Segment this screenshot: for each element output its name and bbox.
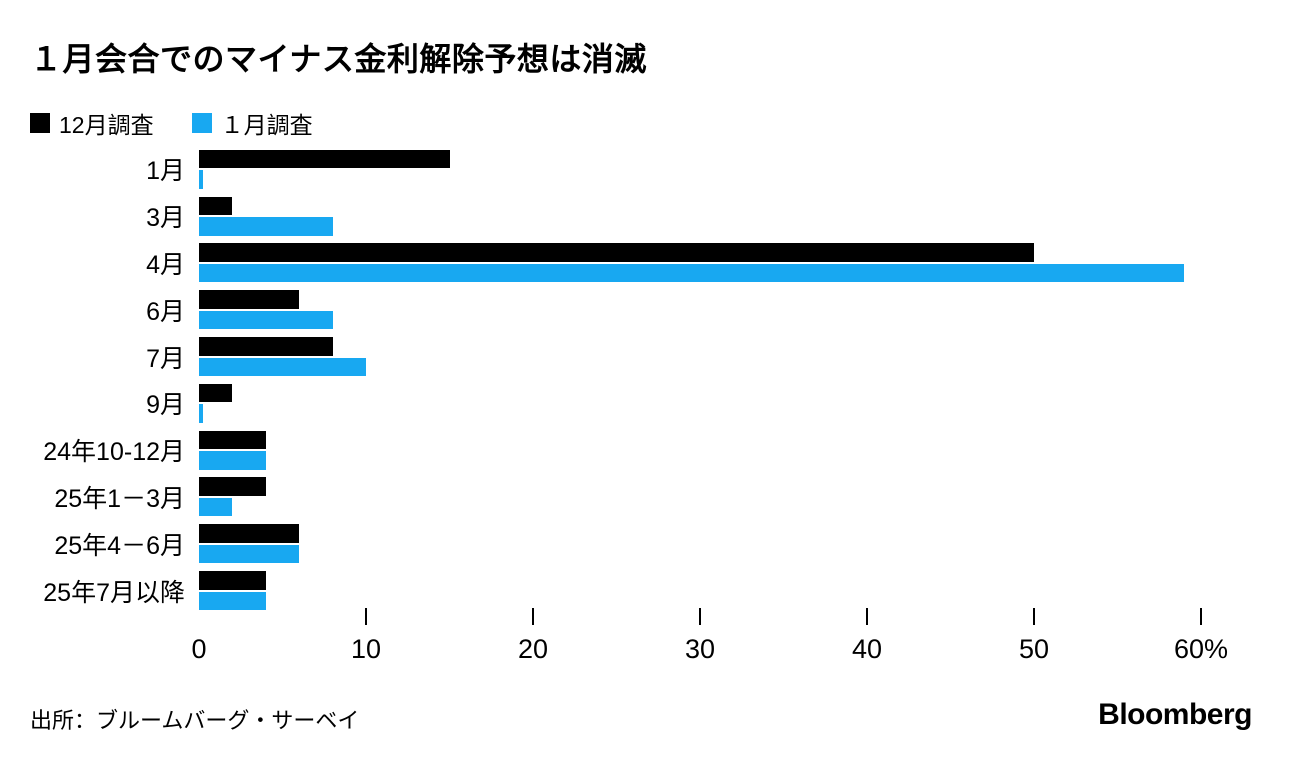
bar-dec-survey — [199, 243, 1034, 262]
chart-row: 1月 — [0, 146, 1292, 193]
bar-jan-survey — [199, 310, 333, 330]
bar-dec-survey — [199, 477, 266, 496]
axis-tick — [1033, 608, 1035, 625]
chart-row: 7月 — [0, 333, 1292, 380]
axis-tick — [532, 608, 534, 625]
bar-dec-survey — [199, 571, 266, 590]
bar-jan-survey — [199, 451, 266, 470]
category-label: 25年4－6月 — [54, 531, 185, 560]
category-label: 9月 — [146, 391, 185, 420]
legend-item-jan-survey: １月調査 — [191, 106, 313, 140]
bar-dec-survey — [199, 290, 300, 309]
chart-row: 4月 — [0, 240, 1292, 287]
chart-row: 24年10-12月 — [0, 427, 1292, 474]
axis-tick-label: 60% — [1173, 634, 1229, 664]
bar-jan-survey — [199, 217, 333, 236]
axis-tick — [699, 608, 701, 625]
plot-area: 1月 3月 4月 6月 7月 9月 24年10-12月 25年1－3月 25年4－6月 25年7月… — [0, 146, 1292, 614]
legend-label: 12月調査 — [59, 112, 154, 138]
bar-group — [199, 571, 266, 611]
bar-dec-survey — [199, 383, 233, 403]
bar-group — [199, 337, 366, 377]
legend: 12月調査 １月調査 — [30, 106, 313, 140]
chart-row: 9月 — [0, 380, 1292, 427]
chart-title: １月会合でのマイナス金利解除予想は消滅 — [30, 41, 647, 77]
axis-tick-label: 40 — [851, 634, 883, 664]
bar-group — [199, 477, 266, 517]
bar-group — [199, 243, 1185, 283]
axis-tick-label: 20 — [517, 634, 549, 664]
x-axis: 0 10 20 30 40 50 60% — [191, 604, 1292, 674]
axis-tick-label: 30 — [684, 634, 716, 664]
bar-jan-survey — [199, 544, 300, 564]
category-label: 3月 — [146, 204, 185, 233]
chart-row: 25年4－6月 — [0, 520, 1292, 567]
bar-dec-survey — [199, 196, 233, 216]
category-label: 4月 — [146, 250, 185, 279]
bloomberg-logo: Bloomberg — [1098, 698, 1252, 731]
bar-jan-survey — [199, 591, 266, 611]
axis-tick — [365, 608, 367, 625]
axis-tick-label: 10 — [350, 634, 382, 664]
bar-dec-survey — [199, 524, 300, 543]
bar-dec-survey — [199, 430, 266, 450]
bar-dec-survey — [199, 149, 450, 169]
bar-group — [199, 430, 266, 470]
bar-group — [199, 524, 300, 564]
legend-swatch-icon — [30, 113, 50, 133]
legend-item-dec-survey: 12月調査 — [30, 106, 154, 140]
category-label: 7月 — [146, 344, 185, 373]
axis-tick — [1200, 608, 1202, 625]
chart-row: 6月 — [0, 286, 1292, 333]
bar-jan-survey — [199, 170, 204, 189]
category-label: 25年7月以降 — [43, 578, 185, 607]
bar-group — [199, 196, 333, 236]
category-label: 24年10-12月 — [43, 438, 185, 467]
axis-tick-label: 0 — [191, 634, 207, 664]
axis-tick-label: 50 — [1018, 634, 1050, 664]
source-note: 出所：ブルームバーグ・サーベイ — [30, 708, 360, 733]
chart-row: 25年7月以降 — [0, 567, 1292, 614]
bar-jan-survey — [199, 497, 233, 517]
bar-group — [199, 290, 333, 330]
chart-row: 3月 — [0, 193, 1292, 240]
bar-group — [199, 383, 233, 423]
chart-row: 25年1－3月 — [0, 474, 1292, 521]
category-label: 1月 — [146, 157, 185, 186]
legend-swatch-icon — [191, 113, 212, 133]
bar-dec-survey — [199, 337, 333, 356]
category-label: 6月 — [146, 297, 185, 326]
bar-group — [199, 149, 450, 189]
legend-label: １月調査 — [220, 112, 313, 138]
bar-jan-survey — [199, 263, 1185, 283]
bar-jan-survey — [199, 404, 204, 423]
category-label: 25年1－3月 — [54, 484, 185, 513]
bar-jan-survey — [199, 357, 366, 377]
axis-tick — [866, 608, 868, 625]
